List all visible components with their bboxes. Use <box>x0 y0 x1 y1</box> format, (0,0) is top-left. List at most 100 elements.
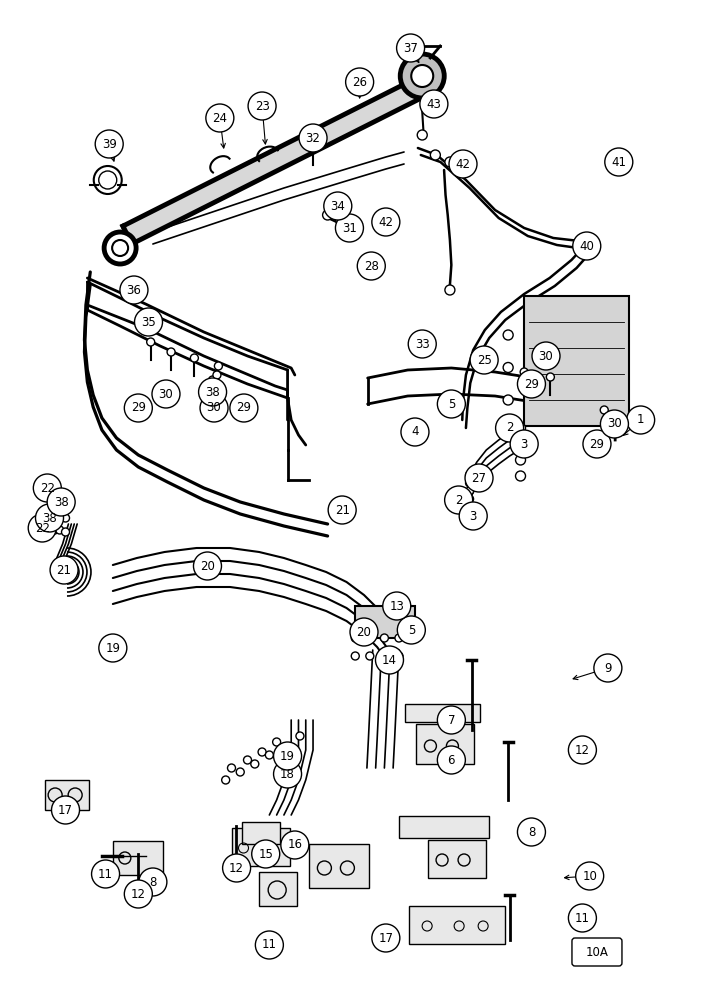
Circle shape <box>223 854 250 882</box>
Circle shape <box>395 652 403 660</box>
Circle shape <box>400 54 444 98</box>
Circle shape <box>323 210 333 220</box>
Text: 42: 42 <box>379 216 393 229</box>
Circle shape <box>601 406 608 414</box>
Circle shape <box>124 880 152 908</box>
Text: 29: 29 <box>131 401 146 414</box>
Circle shape <box>445 285 455 295</box>
Circle shape <box>230 394 258 422</box>
Text: 21: 21 <box>57 563 71 576</box>
Circle shape <box>346 68 373 96</box>
Text: 42: 42 <box>456 157 470 170</box>
Circle shape <box>510 430 538 458</box>
Text: 16: 16 <box>288 838 302 851</box>
Circle shape <box>299 124 327 152</box>
Circle shape <box>372 208 400 236</box>
Text: 5: 5 <box>408 624 415 637</box>
Circle shape <box>449 150 477 178</box>
Circle shape <box>352 652 359 660</box>
Text: 23: 23 <box>255 100 269 112</box>
Text: 35: 35 <box>141 316 156 329</box>
Circle shape <box>366 634 373 642</box>
Text: 2: 2 <box>455 493 462 506</box>
Circle shape <box>285 744 292 752</box>
FancyBboxPatch shape <box>242 822 280 844</box>
Circle shape <box>200 394 228 422</box>
Circle shape <box>167 348 175 356</box>
Text: 20: 20 <box>200 559 215 572</box>
Text: 19: 19 <box>280 750 295 762</box>
Text: 37: 37 <box>403 41 418 54</box>
Circle shape <box>199 378 226 406</box>
Circle shape <box>376 646 403 674</box>
Circle shape <box>397 616 425 644</box>
FancyBboxPatch shape <box>259 872 297 906</box>
Circle shape <box>51 512 58 520</box>
Circle shape <box>99 634 127 662</box>
Circle shape <box>438 746 465 774</box>
Circle shape <box>445 157 455 167</box>
Text: 30: 30 <box>159 387 173 400</box>
Circle shape <box>465 464 493 492</box>
Text: 32: 32 <box>306 131 320 144</box>
Text: 26: 26 <box>352 76 367 89</box>
Circle shape <box>204 394 211 402</box>
Text: 12: 12 <box>229 861 244 874</box>
Circle shape <box>503 362 513 372</box>
Circle shape <box>209 376 216 384</box>
Text: 12: 12 <box>575 744 590 756</box>
Circle shape <box>274 760 301 788</box>
FancyBboxPatch shape <box>524 296 629 426</box>
Text: 22: 22 <box>40 482 55 494</box>
Circle shape <box>206 104 234 132</box>
Circle shape <box>383 592 411 620</box>
Circle shape <box>466 471 473 479</box>
Circle shape <box>104 232 136 264</box>
Text: 17: 17 <box>379 932 393 944</box>
Text: 27: 27 <box>472 472 486 485</box>
Circle shape <box>252 840 280 868</box>
Circle shape <box>466 487 473 495</box>
Circle shape <box>496 414 523 442</box>
Circle shape <box>395 634 403 642</box>
Text: 4: 4 <box>411 425 419 438</box>
Circle shape <box>47 488 75 516</box>
Circle shape <box>381 634 388 642</box>
Circle shape <box>357 252 385 280</box>
Text: 24: 24 <box>213 111 227 124</box>
Circle shape <box>50 556 78 584</box>
Circle shape <box>213 384 221 392</box>
Circle shape <box>266 751 273 759</box>
Circle shape <box>503 395 513 405</box>
FancyBboxPatch shape <box>409 906 505 944</box>
Text: 7: 7 <box>448 714 455 726</box>
Circle shape <box>430 150 440 160</box>
Circle shape <box>52 796 79 824</box>
Circle shape <box>569 904 596 932</box>
Circle shape <box>573 232 601 260</box>
Circle shape <box>244 756 251 764</box>
Circle shape <box>532 374 539 382</box>
Circle shape <box>420 90 448 118</box>
Circle shape <box>352 634 359 642</box>
Circle shape <box>296 732 304 740</box>
Circle shape <box>36 504 63 532</box>
Circle shape <box>411 65 433 87</box>
Text: 10A: 10A <box>585 946 609 958</box>
Circle shape <box>459 502 487 530</box>
Circle shape <box>594 654 622 682</box>
Text: 43: 43 <box>427 98 441 110</box>
Text: 21: 21 <box>335 504 349 516</box>
Circle shape <box>547 373 554 381</box>
Circle shape <box>350 618 378 646</box>
FancyBboxPatch shape <box>232 828 290 866</box>
Circle shape <box>515 423 526 433</box>
Text: 8: 8 <box>149 876 157 888</box>
Circle shape <box>124 394 152 422</box>
Text: 11: 11 <box>575 912 590 925</box>
FancyBboxPatch shape <box>572 938 622 966</box>
Text: 38: 38 <box>205 385 220 398</box>
Text: 11: 11 <box>262 938 277 951</box>
Circle shape <box>401 418 429 446</box>
Text: 6: 6 <box>448 754 455 766</box>
